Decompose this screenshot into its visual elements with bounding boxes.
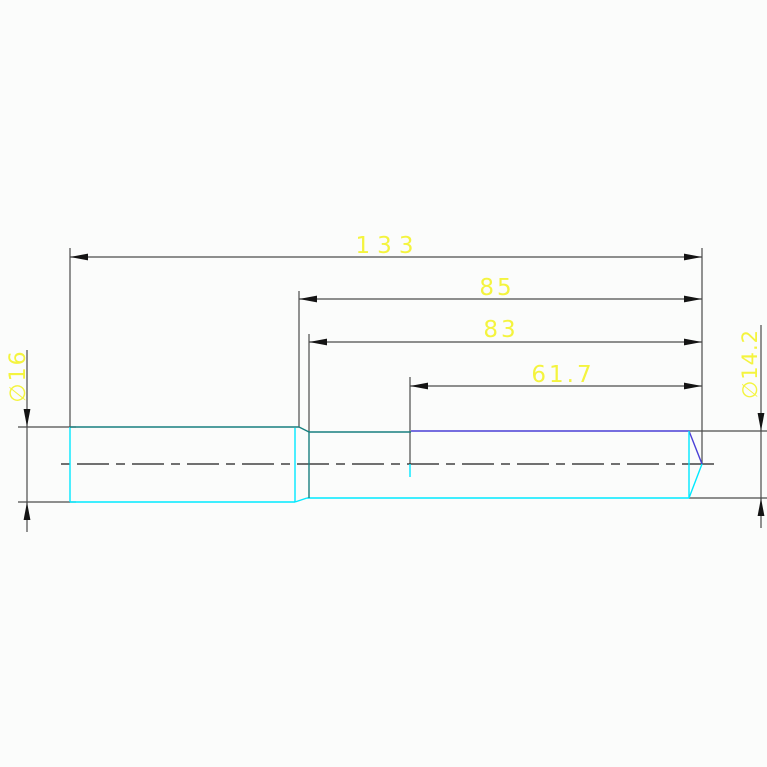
arrow-dia16-top-icon	[23, 409, 31, 427]
dim-dia14-2-label: ∅14.2	[738, 329, 762, 399]
arrow-dia16-bottom-icon	[23, 502, 31, 520]
outline-bottom-chamfer	[294, 497, 308, 503]
arrow-dia142-top-icon	[757, 413, 765, 431]
dim-83-label: 83	[483, 317, 518, 343]
arrow-133-right-icon	[684, 253, 702, 261]
arrow-dia142-bottom-icon	[757, 498, 765, 516]
arrow-85-right-icon	[684, 295, 702, 303]
dim-85-label: 85	[479, 275, 514, 301]
arrow-83-left-icon	[309, 338, 327, 346]
outline-tip-bottom	[688, 463, 703, 499]
arrow-85-left-icon	[299, 295, 317, 303]
dim-133-label: 133	[356, 233, 421, 259]
outline-tip-top	[688, 430, 703, 465]
arrow-61-7-left-icon	[410, 382, 428, 390]
outline-top-chamfer	[298, 426, 310, 433]
dim-dia16-label: ∅16	[6, 349, 31, 402]
arrow-83-right-icon	[684, 338, 702, 346]
arrow-133-left-icon	[70, 253, 88, 261]
dim-61-7-label: 61.7	[531, 362, 594, 388]
arrow-61-7-right-icon	[684, 382, 702, 390]
